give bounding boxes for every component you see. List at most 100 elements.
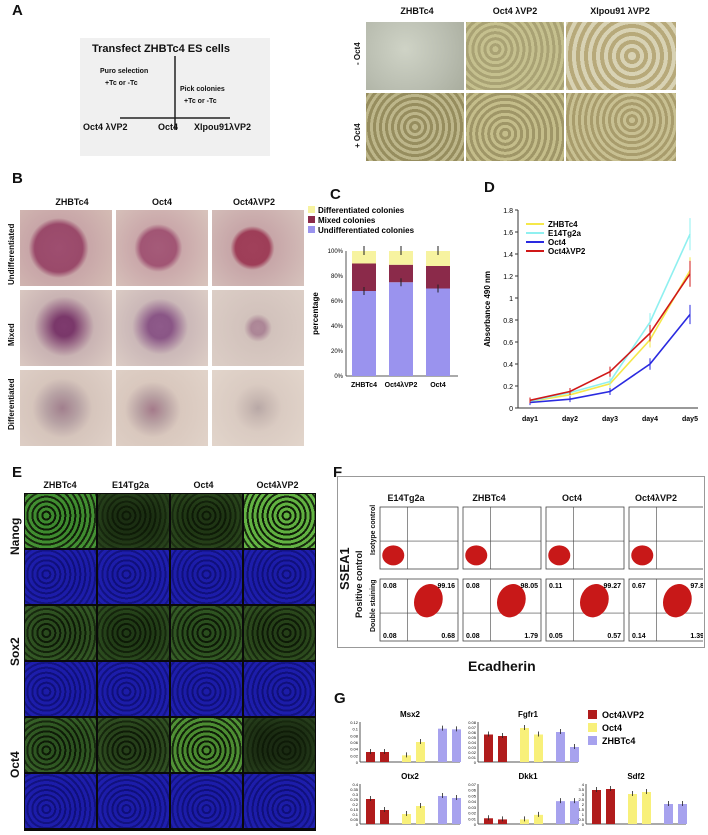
y-tick-label: 0.35 [350, 787, 359, 792]
quad-value-br: 1.39 [690, 633, 703, 640]
bar-segment [426, 266, 450, 289]
a-photo-oct4vp2-minus [466, 22, 564, 90]
y-tick-label: 0 [474, 760, 477, 765]
panel-label-g: G [334, 690, 346, 707]
expression-bar [642, 792, 651, 824]
legend-label: Oct4 [548, 238, 566, 247]
y-tick-label: 0.05 [350, 817, 359, 822]
y-tick-label: 80% [331, 274, 344, 280]
schematic-puro-tc: +Tc or -Tc [105, 80, 138, 87]
f-col-header-1: E14Tg2a [387, 493, 425, 503]
f-col-header-2: ZHBTc4 [472, 493, 506, 503]
expression-bar [556, 732, 565, 762]
panel-label-e: E [12, 464, 23, 481]
expression-bar [484, 818, 493, 824]
expression-bar [416, 742, 425, 762]
legend-swatch [588, 723, 597, 732]
b-photo-oct4-diff [116, 370, 208, 446]
quad-value-tr: 97.8 [690, 583, 703, 590]
y-tick-label: 2.5 [578, 797, 584, 802]
quad-value-br: 1.79 [524, 633, 538, 640]
flow-cluster [382, 545, 405, 566]
legend-label: E14Tg2a [548, 229, 581, 238]
y-tick-label: 0.07 [468, 782, 477, 787]
e-fluor-image [25, 606, 96, 660]
e-row-label-sox2: Sox2 [8, 637, 22, 666]
a-photo-zhbtc4-plus [366, 93, 464, 161]
schematic-lines [120, 56, 230, 130]
expression-bar [402, 814, 411, 824]
y-tick-label: 0.07 [468, 725, 477, 730]
e-fluor-image [98, 494, 169, 548]
expression-bar [402, 755, 411, 762]
y-tick-label: 4 [582, 782, 585, 787]
y-tick-label: 0.03 [468, 805, 477, 810]
y-tick-label: 0.3 [352, 792, 358, 797]
b-col-header-1: ZHBTc4 [55, 197, 89, 207]
expression-bar [664, 804, 673, 824]
y-tick-label: 0.06 [468, 730, 477, 735]
y-tick-label: 1.8 [503, 208, 513, 215]
flow-plot: 0.67 97.8 0.14 1.39 [628, 578, 703, 642]
x-tick-label: day4 [642, 416, 658, 423]
e-col-header-3: Oct4 [193, 480, 214, 490]
quad-value-bl: 0.08 [383, 633, 397, 640]
y-tick-label: 0.4 [503, 362, 513, 369]
flow-cluster [662, 584, 692, 618]
bar-segment [426, 288, 450, 376]
expression-bar [570, 747, 579, 762]
flow-cluster [631, 545, 654, 566]
y-tick-label: 0.06 [350, 740, 359, 745]
y-tick-label: 2 [582, 802, 585, 807]
subplot-title: Dkk1 [518, 772, 538, 781]
flow-cluster [496, 584, 526, 618]
bar-segment [389, 282, 413, 376]
y-tick-label: 0.05 [468, 793, 477, 798]
e-dapi-image [98, 550, 169, 604]
e-dapi-image [171, 774, 242, 828]
y-tick-label: 0.08 [468, 720, 477, 725]
flow-plot [379, 506, 459, 570]
subplot-title: Fgfr1 [518, 710, 539, 719]
y-tick-label: 0.1 [352, 812, 358, 817]
y-tick-label: 3 [582, 792, 585, 797]
flow-plot [628, 506, 703, 570]
quad-value-tl: 0.08 [466, 583, 480, 590]
e-dapi-image [244, 774, 315, 828]
e-col-header-1: ZHBTc4 [43, 480, 77, 490]
expression-bar [416, 806, 425, 824]
a-photo-oct4vp2-plus [466, 93, 564, 161]
y-tick-label: 0.01 [468, 816, 477, 821]
a-col-header-3: Xlpou91 λVP2 [590, 6, 650, 16]
y-tick-label: 0 [356, 822, 359, 827]
flow-plot: 0.08 98.05 0.08 1.79 [462, 578, 542, 642]
expression-bar [534, 814, 543, 824]
y-tick-label: 0.25 [350, 797, 359, 802]
bar-segment [352, 263, 376, 291]
f-y-axis-label: SSEA1 [337, 547, 352, 590]
panel-label-c: C [330, 186, 341, 203]
y-tick-label: 0 [356, 760, 359, 765]
bar-segment [352, 251, 376, 264]
panel-label-a: A [12, 2, 23, 19]
quad-value-bl: 0.08 [466, 633, 480, 640]
e-fluor-image [98, 718, 169, 772]
y-tick-label: 0.03 [468, 745, 477, 750]
quad-value-bl: 0.14 [632, 633, 646, 640]
b-photo-oct4vp2-diff [212, 370, 304, 446]
f-col-header-4: Oct4λVP2 [634, 493, 678, 503]
expression-bar [520, 819, 529, 824]
a-photo-xlpou-plus [566, 93, 676, 161]
f-row-label-isotype: Isotype control [370, 504, 377, 555]
expression-bar [452, 798, 461, 824]
b-photo-oct4vp2-undiff [212, 210, 304, 286]
b-row-label-2: Mixed [7, 323, 16, 346]
expression-bar [438, 728, 447, 762]
expression-bar [592, 790, 601, 824]
b-col-header-3: Oct4λVP2 [232, 197, 276, 207]
y-tick-label: 0 [474, 822, 477, 827]
y-tick-label: 0% [334, 374, 343, 380]
expression-bar [366, 799, 375, 824]
panel-label-d: D [484, 179, 495, 196]
legend-swatch [308, 226, 315, 233]
